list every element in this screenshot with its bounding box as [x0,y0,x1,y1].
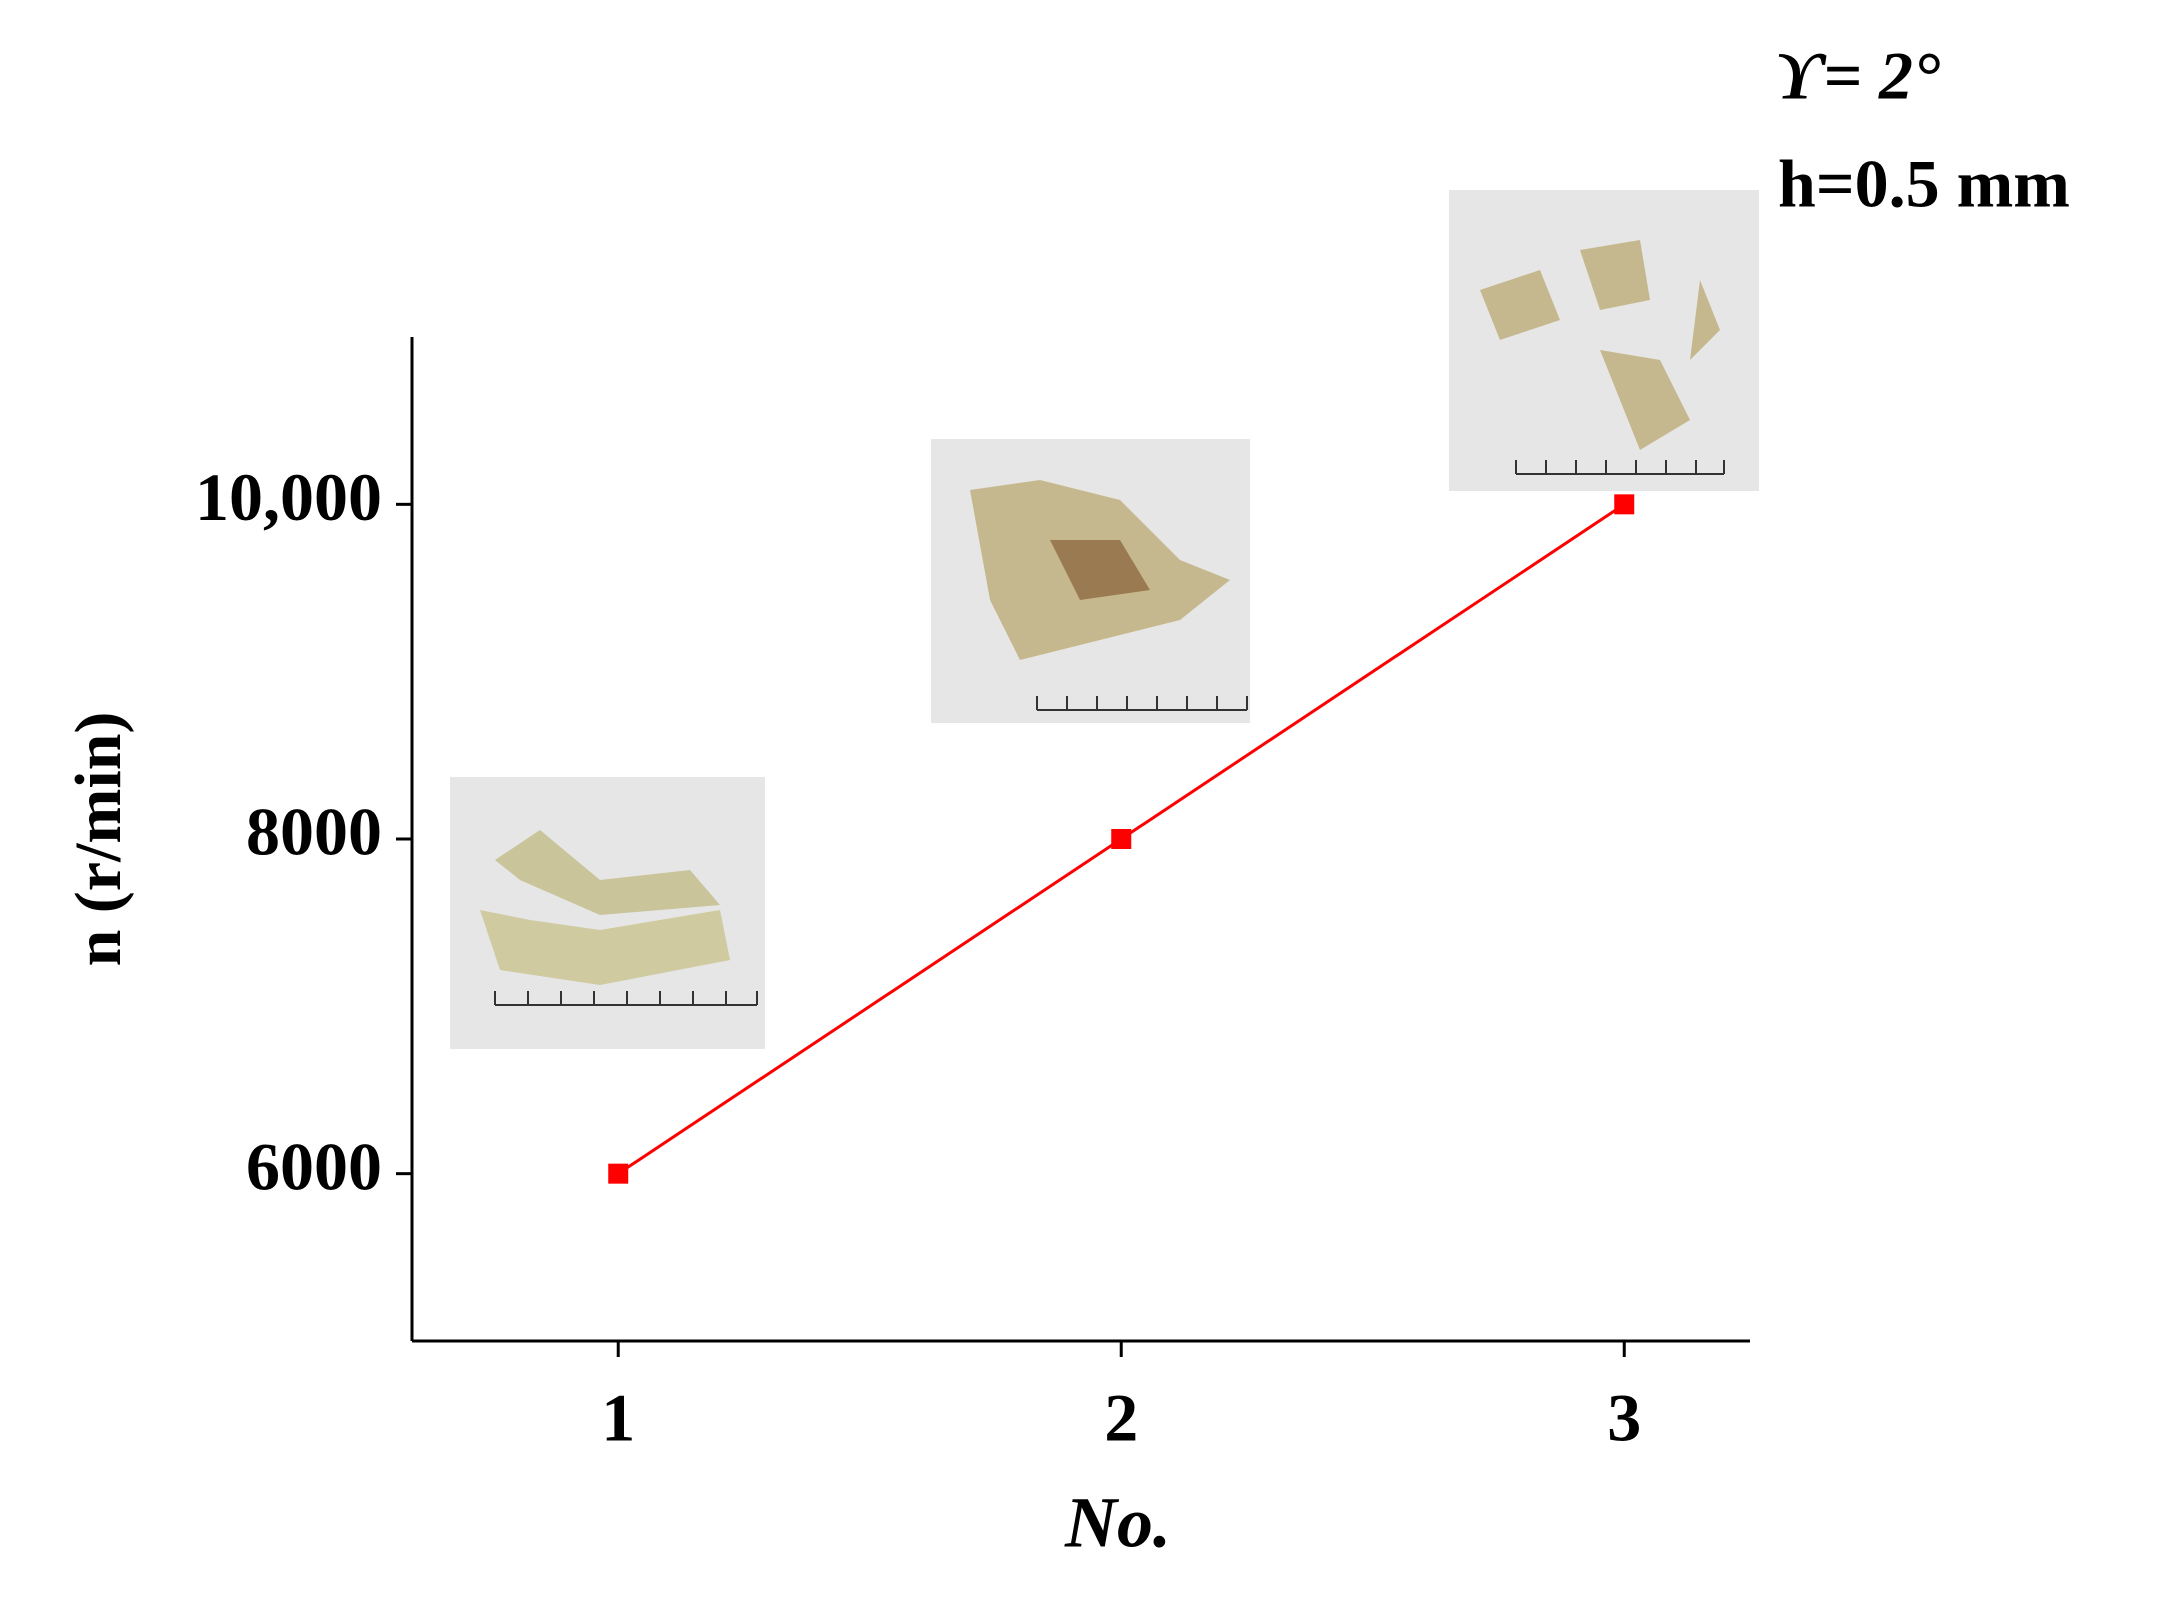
photo [931,439,1250,723]
photos [450,190,1759,1049]
y-tick-label: 10,000 [195,459,382,535]
x-tick-label: 1 [601,1380,635,1456]
annotation: ϒ= 2° [1774,38,1940,114]
y-axis-label: n (r/min) [62,712,135,967]
marker [1614,494,1635,515]
marker [1111,829,1132,849]
y-tick-label: 8000 [246,794,382,870]
marker [608,1163,629,1184]
photo [1449,190,1759,491]
x-axis-label: No. [1064,1483,1171,1563]
photo [450,777,765,1049]
annotation: h=0.5 mm [1778,146,2070,222]
x-tick-label: 2 [1104,1380,1138,1456]
x-tick-label: 3 [1607,1380,1641,1456]
y-tick-label: 6000 [246,1128,382,1204]
